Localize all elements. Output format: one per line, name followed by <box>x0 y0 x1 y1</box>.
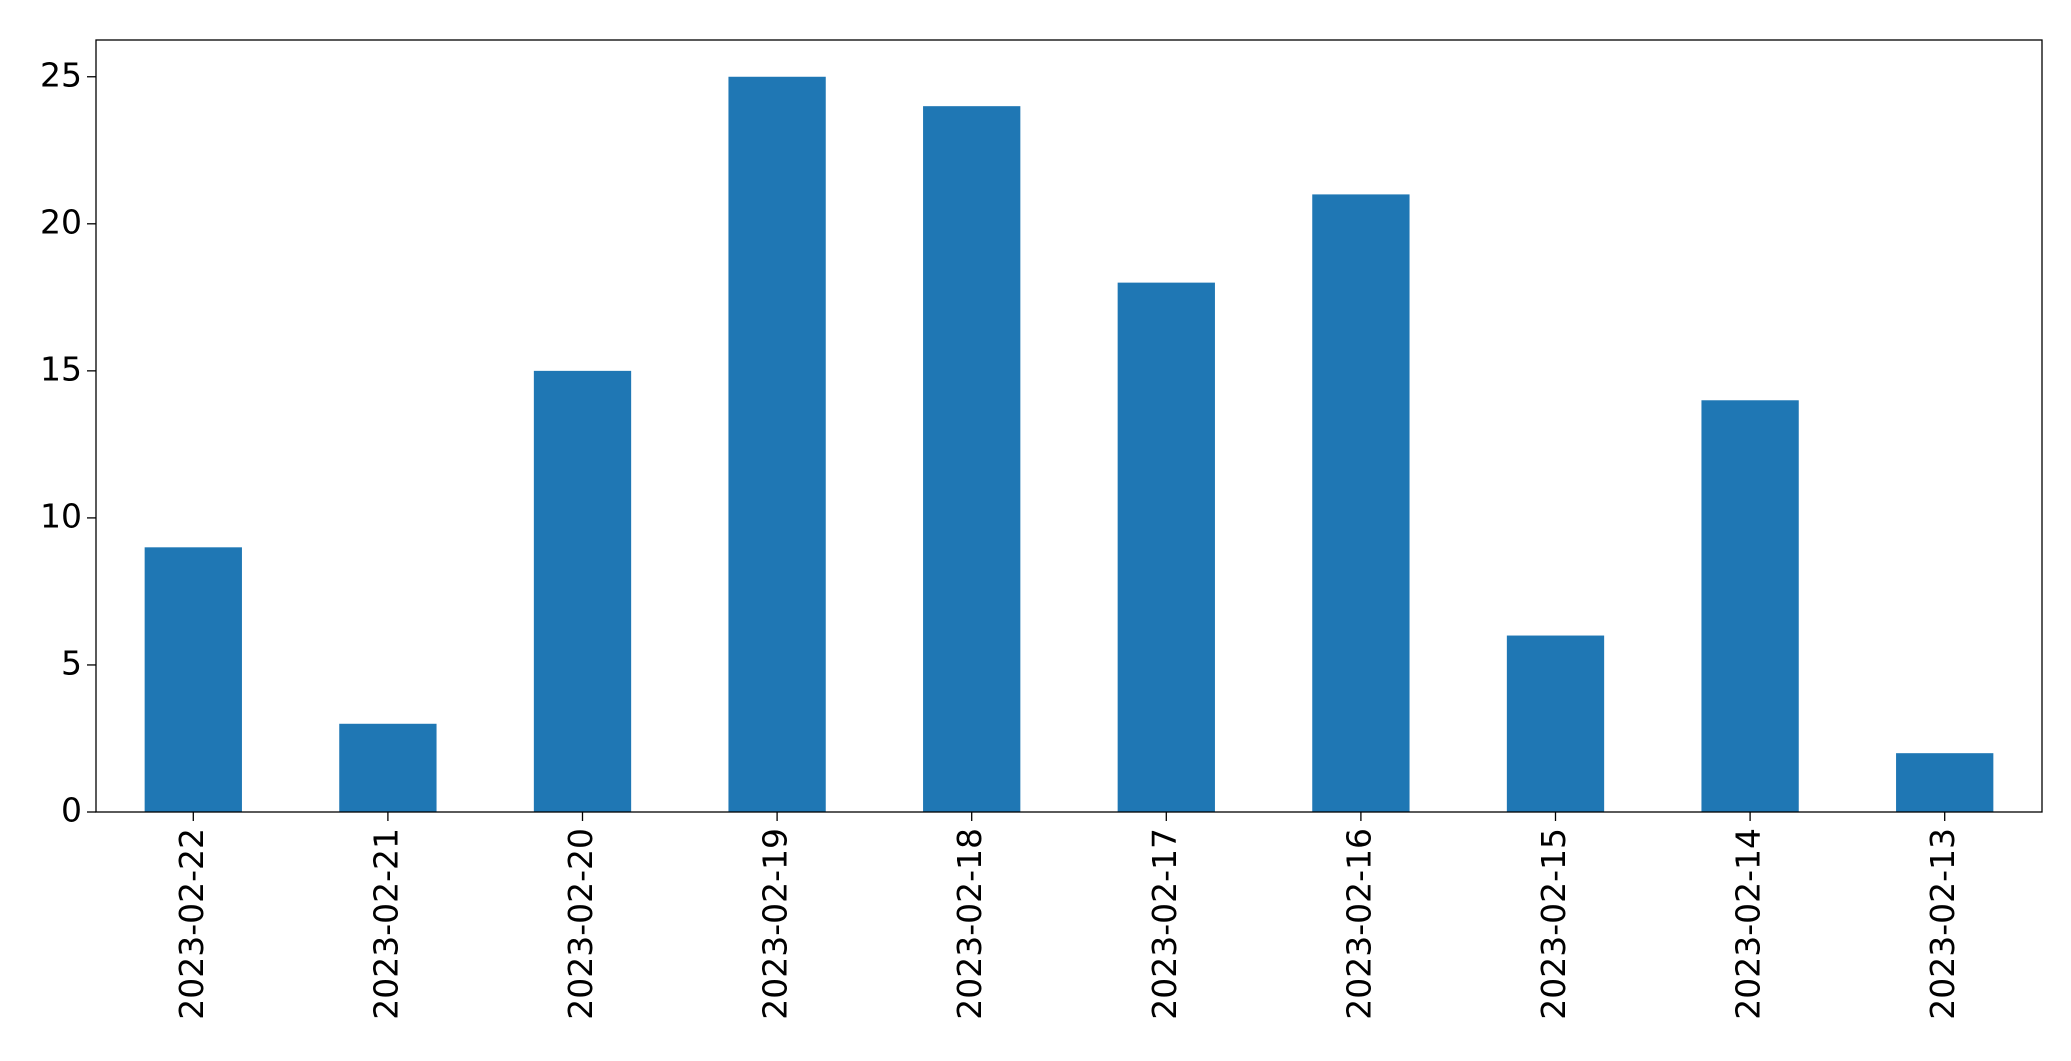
bar <box>728 76 826 812</box>
plot-frame <box>95 39 2043 813</box>
bar <box>1506 635 1605 812</box>
x-tick-label: 2023-02-19 <box>756 828 795 1020</box>
bar <box>1896 753 1994 812</box>
y-tick-label: 25 <box>40 55 82 94</box>
x-tick-label: 2023-02-21 <box>366 828 405 1020</box>
x-tick-label: 2023-02-20 <box>561 828 600 1020</box>
bar <box>339 723 437 812</box>
x-tick-label: 2023-02-14 <box>1729 828 1768 1020</box>
y-tick-label: 15 <box>40 349 82 388</box>
y-tick-label: 5 <box>61 643 82 682</box>
bar <box>1117 282 1215 813</box>
bar <box>923 106 1021 812</box>
x-tick-label: 2023-02-15 <box>1534 828 1573 1020</box>
y-tick-label: 0 <box>61 791 82 830</box>
x-tick-label: 2023-02-18 <box>950 828 989 1020</box>
y-tick-label: 20 <box>40 202 82 241</box>
bar <box>533 370 632 812</box>
x-tick-label: 2023-02-22 <box>172 828 211 1020</box>
bar <box>1701 400 1799 812</box>
y-tick-label: 10 <box>40 496 82 535</box>
x-tick-label: 2023-02-16 <box>1339 828 1378 1020</box>
bar <box>1312 194 1410 812</box>
x-tick-label: 2023-02-13 <box>1923 828 1962 1020</box>
bar <box>144 547 242 812</box>
x-tick-label: 2023-02-17 <box>1145 828 1184 1020</box>
